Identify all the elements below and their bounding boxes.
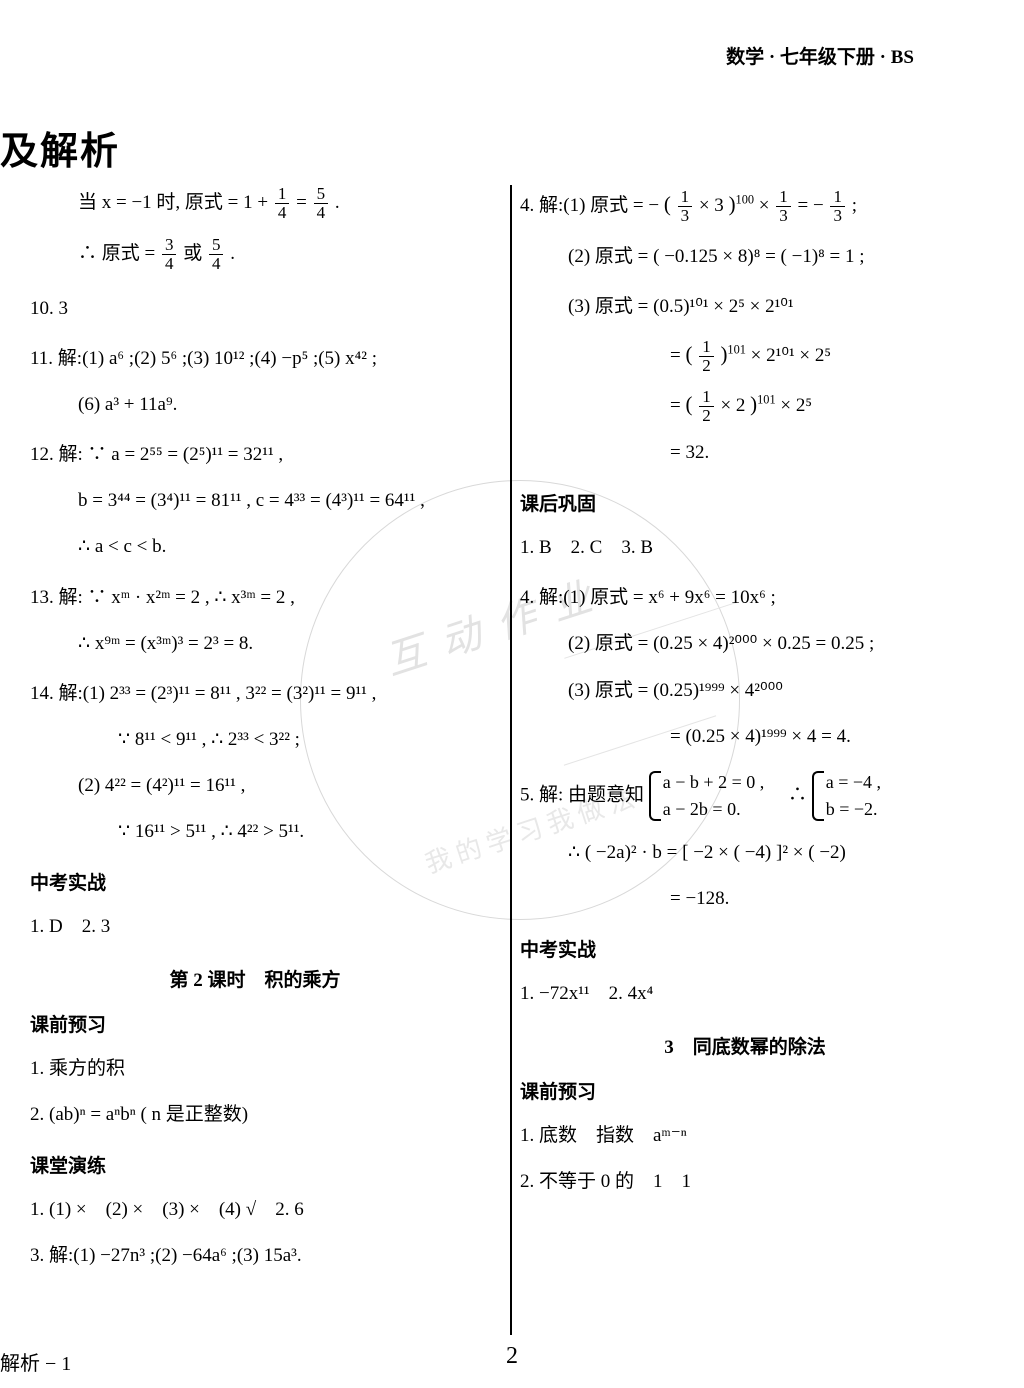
section-heading: 课后巩固 <box>520 489 970 516</box>
text: ; <box>852 195 857 216</box>
math-line: 当 x = −1 时, 原式 = 1 + 14 = 54 . <box>30 185 480 222</box>
page-title: 及解析 <box>0 120 120 175</box>
fraction: 12 <box>699 338 714 375</box>
math-line: 4. 解:(1) 原式 = x⁶ + 9x⁶ = 10x⁶ ; <box>520 580 970 616</box>
math-line: 5. 解: 由题意知 a − b + 2 = 0 , a − 2b = 0. ∴… <box>520 769 970 823</box>
fraction: 54 <box>314 185 329 222</box>
answer-line: 1. (1) × (2) × (3) × (4) √ 2. 6 <box>30 1192 480 1228</box>
text: = − <box>798 195 829 216</box>
fraction: 13 <box>678 188 693 225</box>
fraction: 34 <box>162 236 177 273</box>
right-column: 4. 解:(1) 原式 = − ( 13 × 3 )100 × 13 = − 1… <box>500 185 970 1285</box>
math-line: 11. 解:(1) a⁶ ;(2) 5⁶ ;(3) 10¹² ;(4) −p⁵ … <box>30 341 480 377</box>
text: = <box>296 192 311 213</box>
text: 或 <box>183 243 202 264</box>
section-heading: 中考实战 <box>520 935 970 962</box>
fraction: 12 <box>699 388 714 425</box>
text: ∴ 原式 = <box>78 243 160 264</box>
fraction: 13 <box>830 188 845 225</box>
math-line: 14. 解:(1) 2³³ = (2³)¹¹ = 8¹¹ , 3²² = (3²… <box>30 676 480 712</box>
section-heading: 课前预习 <box>30 1010 480 1037</box>
text: 当 x = −1 时, 原式 = 1 + <box>78 192 273 213</box>
text: = <box>670 345 685 366</box>
section-heading: 课堂演练 <box>30 1151 480 1178</box>
math-line: ∴ ( −2a)² · b = [ −2 × ( −4) ]² × ( −2) <box>520 835 970 871</box>
math-line: = 32. <box>520 435 970 471</box>
page-header: 数学 · 七年级下册 · BS <box>726 42 914 69</box>
math-line: (2) 原式 = (0.25 × 4)²⁰⁰⁰ × 0.25 = 0.25 ; <box>520 626 970 662</box>
math-line: = (0.25 × 4)¹⁹⁹⁹ × 4 = 4. <box>520 719 970 755</box>
lesson-title: 第 2 课时 积的乘方 <box>30 965 480 992</box>
math-line: = −128. <box>520 881 970 917</box>
answer-line: 1. −72x¹¹ 2. 4x⁴ <box>520 976 970 1012</box>
math-line: b = 3⁴⁴ = (3⁴)¹¹ = 81¹¹ , c = 4³³ = (4³)… <box>30 483 480 519</box>
fraction: 54 <box>209 236 224 273</box>
lesson-title: 3 同底数幂的除法 <box>520 1032 970 1059</box>
math-line: (2) 原式 = ( −0.125 × 8)⁸ = ( −1)⁸ = 1 ; <box>520 239 970 275</box>
text: = <box>670 395 685 416</box>
answer-line: 10. 3 <box>30 291 480 327</box>
math-line: ∵ 8¹¹ < 9¹¹ , ∴ 2³³ < 3²² ; <box>30 722 480 758</box>
text: × 2¹⁰¹ × 2⁵ <box>751 345 831 366</box>
answer-line: 2. 不等于 0 的 1 1 <box>520 1164 970 1200</box>
answer-line: 1. D 2. 3 <box>30 909 480 945</box>
section-heading: 中考实战 <box>30 868 480 895</box>
math-line: = ( 12 × 2 )101 × 2⁵ <box>520 385 970 425</box>
math-line: (6) a³ + 11a⁹. <box>30 387 480 423</box>
text: × 2⁵ <box>780 395 812 416</box>
page-number-handwritten: 2 <box>506 1343 518 1370</box>
answer-line: 1. B 2. C 3. B <box>520 530 970 566</box>
math-line: 3. 解:(1) −27n³ ;(2) −64a⁶ ;(3) 15a³. <box>30 1238 480 1274</box>
math-line: (3) 原式 = (0.25)¹⁹⁹⁹ × 4²⁰⁰⁰ <box>520 673 970 709</box>
math-line: 2. (ab)ⁿ = aⁿbⁿ ( n 是正整数) <box>30 1097 480 1133</box>
math-line: (3) 原式 = (0.5)¹⁰¹ × 2⁵ × 2¹⁰¹ <box>520 289 970 325</box>
text: ∴ <box>769 784 807 805</box>
math-line: = ( 12 )101 × 2¹⁰¹ × 2⁵ <box>520 335 970 375</box>
math-line: (2) 4²² = (4²)¹¹ = 16¹¹ , <box>30 768 480 804</box>
equation-system: a = −4 , b = −2. <box>812 769 881 823</box>
answer-line: 1. 乘方的积 <box>30 1051 480 1087</box>
answer-line: 1. 底数 指数 aᵐ⁻ⁿ <box>520 1118 970 1154</box>
section-heading: 课前预习 <box>520 1077 970 1104</box>
page-footer-left: 解析 − 1 <box>0 1347 71 1376</box>
text: . <box>230 243 235 264</box>
text: . <box>335 192 340 213</box>
text: 5. 解: 由题意知 <box>520 784 644 805</box>
equation-system: a − b + 2 = 0 , a − 2b = 0. <box>649 769 764 823</box>
math-line: ∴ 原式 = 34 或 54 . <box>30 236 480 273</box>
math-line: ∴ a < c < b. <box>30 529 480 565</box>
math-line: ∴ x⁹ᵐ = (x³ᵐ)³ = 2³ = 8. <box>30 626 480 662</box>
math-line: 13. 解: ∵ xᵐ · x²ᵐ = 2 , ∴ x³ᵐ = 2 , <box>30 580 480 616</box>
text: × <box>759 195 774 216</box>
fraction: 13 <box>776 188 791 225</box>
math-line: ∵ 16¹¹ > 5¹¹ , ∴ 4²² > 5¹¹. <box>30 814 480 850</box>
fraction: 14 <box>275 185 290 222</box>
left-column: 当 x = −1 时, 原式 = 1 + 14 = 54 . ∴ 原式 = 34… <box>30 185 500 1285</box>
text: 4. 解:(1) 原式 = − <box>520 195 664 216</box>
math-line: 4. 解:(1) 原式 = − ( 13 × 3 )100 × 13 = − 1… <box>520 185 970 225</box>
content-columns: 当 x = −1 时, 原式 = 1 + 14 = 54 . ∴ 原式 = 34… <box>30 185 990 1285</box>
math-line: 12. 解: ∵ a = 2⁵⁵ = (2⁵)¹¹ = 32¹¹ , <box>30 437 480 473</box>
